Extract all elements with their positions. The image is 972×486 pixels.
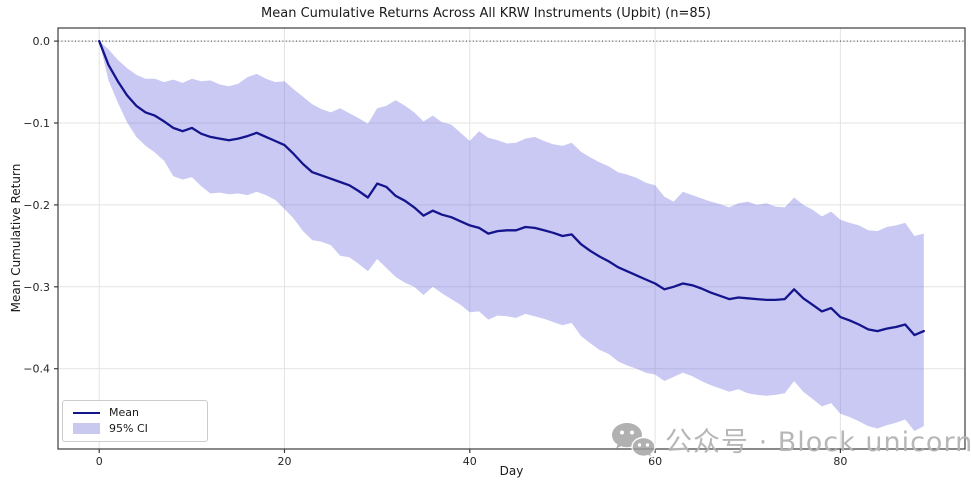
x-tick-label: 0	[96, 455, 103, 468]
x-tick-label: 60	[648, 455, 662, 468]
x-tick-label: 20	[278, 455, 292, 468]
legend-item-ci: 95% CI	[73, 422, 197, 435]
legend-ci-label: 95% CI	[109, 422, 148, 435]
legend-mean-label: Mean	[109, 406, 139, 419]
y-axis-label: Mean Cumulative Return	[9, 163, 23, 313]
x-tick-label: 80	[833, 455, 847, 468]
legend: Mean 95% CI	[62, 400, 208, 442]
watermark: 公众号 · Block unicorn	[610, 421, 972, 463]
y-tick-label: −0.1	[23, 117, 50, 130]
x-tick-label: 40	[463, 455, 477, 468]
y-tick-label: −0.4	[23, 363, 50, 376]
y-tick-label: −0.3	[23, 281, 50, 294]
axes-frame	[57, 27, 966, 450]
ci-patch-swatch	[73, 423, 100, 434]
mean-line	[98, 39, 925, 337]
y-tick-label: 0.0	[33, 35, 51, 48]
chart-title: Mean Cumulative Returns Across All KRW I…	[261, 6, 711, 21]
wechat-icon	[612, 423, 656, 459]
x-axis-label: Day	[499, 464, 524, 478]
mean-line-swatch	[73, 411, 100, 414]
watermark-text: 公众号 · Block unicorn	[665, 426, 972, 458]
y-tick-label: −0.2	[23, 199, 50, 212]
ci-band	[99, 41, 924, 431]
legend-item-mean: Mean	[73, 406, 197, 419]
